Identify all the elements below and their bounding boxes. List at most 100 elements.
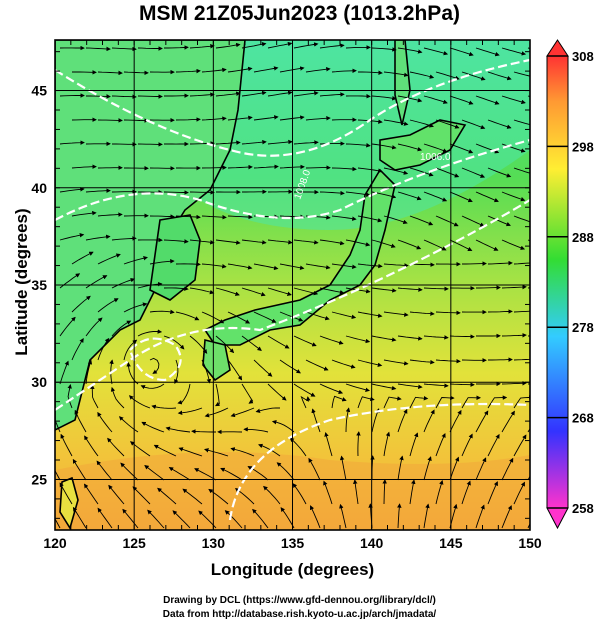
y-axis-label: Latitude (degrees) (12, 208, 31, 356)
streamline (255, 407, 281, 413)
streamline (357, 263, 383, 269)
streamline (86, 94, 111, 99)
axes: 120 125 130 135 140 145 150 25 30 35 40 45 (31, 40, 542, 551)
streamline (345, 45, 371, 50)
streamline (175, 117, 201, 122)
streamline (409, 395, 429, 409)
streamline (258, 443, 281, 457)
streamline (252, 508, 269, 529)
streamline (487, 119, 512, 129)
streamline (182, 488, 203, 505)
streamline (475, 410, 489, 433)
streamline (267, 41, 293, 49)
streamline (175, 311, 200, 321)
colorbar-body (546, 55, 569, 509)
streamline (357, 167, 383, 173)
streamline (345, 143, 371, 148)
streamline (177, 407, 203, 415)
streamline (111, 277, 136, 289)
streamline (220, 467, 243, 481)
streamline (59, 187, 85, 193)
streamline (289, 437, 307, 457)
streamline (123, 256, 148, 265)
streamline (345, 93, 371, 99)
streamline (227, 359, 243, 381)
colorbar: 308 298 288 278 268 258 (546, 39, 594, 530)
streamline (409, 167, 434, 177)
streamline (409, 432, 419, 457)
streamline (165, 426, 191, 433)
streamline (305, 263, 331, 270)
streamline (123, 118, 149, 123)
streamline (267, 383, 287, 401)
streamline (501, 410, 515, 433)
streamline (175, 214, 201, 220)
streamline (151, 404, 177, 410)
streamline (97, 507, 113, 529)
streamline (241, 335, 262, 351)
streamline (163, 335, 185, 350)
streamline (189, 287, 215, 295)
x-tick-label: 150 (518, 535, 542, 551)
streamline (319, 239, 345, 246)
streamline (174, 359, 179, 385)
streamline (71, 164, 97, 169)
streamline (85, 46, 111, 52)
streamline (357, 359, 383, 368)
streamline (371, 47, 397, 52)
streamline (55, 517, 61, 529)
streamline (71, 210, 97, 217)
streamline (241, 90, 267, 97)
streamline (279, 311, 304, 322)
streamline (253, 311, 277, 323)
streamline (279, 263, 305, 270)
streamline (85, 275, 108, 289)
streamline (149, 214, 175, 219)
streamline (55, 469, 61, 481)
streamline (72, 506, 87, 529)
streamline (423, 409, 435, 433)
streamline (85, 234, 111, 241)
streamline (300, 395, 311, 409)
colorbar-label: 298 (572, 139, 594, 154)
streamline (215, 42, 241, 49)
streamline (423, 286, 449, 292)
streamline (241, 287, 266, 297)
streamline (319, 190, 345, 196)
streamline (371, 95, 397, 101)
streamline (194, 468, 217, 481)
streamline (513, 434, 527, 457)
streamline (461, 71, 486, 81)
streamline (397, 95, 423, 103)
streamline (305, 311, 330, 321)
streamline (97, 212, 123, 217)
streamline (305, 116, 331, 121)
streamline (331, 311, 357, 320)
streamline (215, 239, 241, 245)
streamline (293, 335, 317, 347)
streamline (409, 119, 434, 128)
streamline (201, 67, 227, 73)
streamline (357, 311, 383, 318)
streamline (339, 455, 347, 481)
streamline (353, 479, 359, 505)
streamline (383, 431, 391, 457)
streamline (487, 309, 513, 314)
streamline (149, 309, 175, 315)
streamline (293, 287, 319, 296)
map-title: MSM 21Z05Jun2023 (1013.2hPa) (139, 2, 460, 25)
streamline (487, 71, 512, 81)
streamline (487, 260, 513, 266)
streamline (85, 359, 93, 385)
streamline (189, 335, 208, 354)
streamline (383, 311, 409, 317)
japan-hokkaido (379, 119, 467, 171)
streamline (227, 214, 253, 220)
streamline (293, 140, 319, 145)
streamline (397, 239, 422, 250)
streamline (423, 239, 447, 251)
y-tick-label: 30 (31, 374, 47, 390)
streamline (175, 68, 201, 74)
streamline (293, 383, 316, 397)
